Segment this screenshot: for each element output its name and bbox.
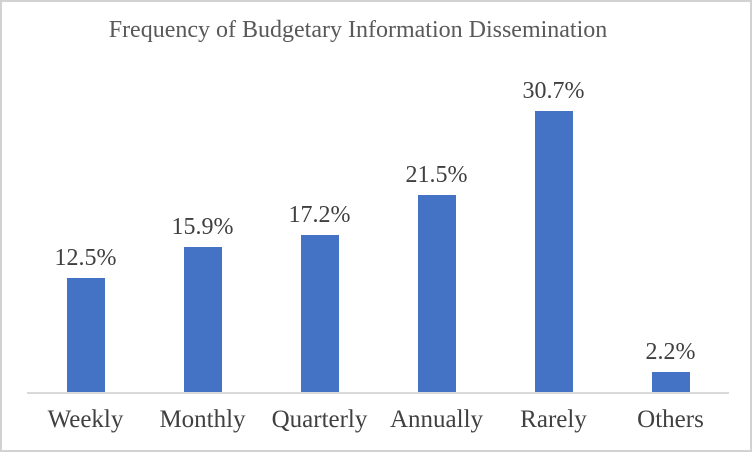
bar (183, 247, 222, 392)
chart-title: Frequency of Budgetary Information Disse… (108, 17, 608, 43)
bar (300, 235, 339, 392)
bar-column: 12.5% (27, 72, 144, 392)
x-axis-category-label: Rarely (520, 406, 587, 433)
bar-value-label: 15.9% (171, 213, 234, 240)
bar (417, 195, 456, 392)
bar (651, 372, 690, 392)
bar-value-label: 12.5% (54, 244, 117, 271)
bar-column: 17.2% (261, 72, 378, 392)
x-axis-category-label: Weekly (47, 406, 124, 433)
x-axis-line (27, 392, 729, 394)
bar (534, 111, 573, 392)
bar (66, 278, 105, 392)
x-axis-labels-row: Weekly Monthly Quarterly Annually Rarely Othe… (27, 405, 729, 435)
x-axis-category-label: Monthly (159, 406, 246, 433)
bar-value-label: 17.2% (288, 201, 351, 228)
bar-column: 15.9% (144, 72, 261, 392)
bar-value-label: 2.2% (645, 338, 696, 365)
x-axis-category-label: Others (637, 406, 704, 433)
bar-column: 2.2% (612, 72, 729, 392)
bars-row: 12.5% 15.9% 17.2% 21.5% 30.7% 2.2% (27, 72, 729, 392)
bar-column: 30.7% (495, 72, 612, 392)
bar-value-label: 30.7% (522, 77, 585, 104)
bar-value-label: 21.5% (405, 161, 468, 188)
bar-column: 21.5% (378, 72, 495, 392)
x-axis-category-label: Quarterly (271, 406, 368, 433)
x-axis-category-label: Annually (389, 406, 484, 433)
